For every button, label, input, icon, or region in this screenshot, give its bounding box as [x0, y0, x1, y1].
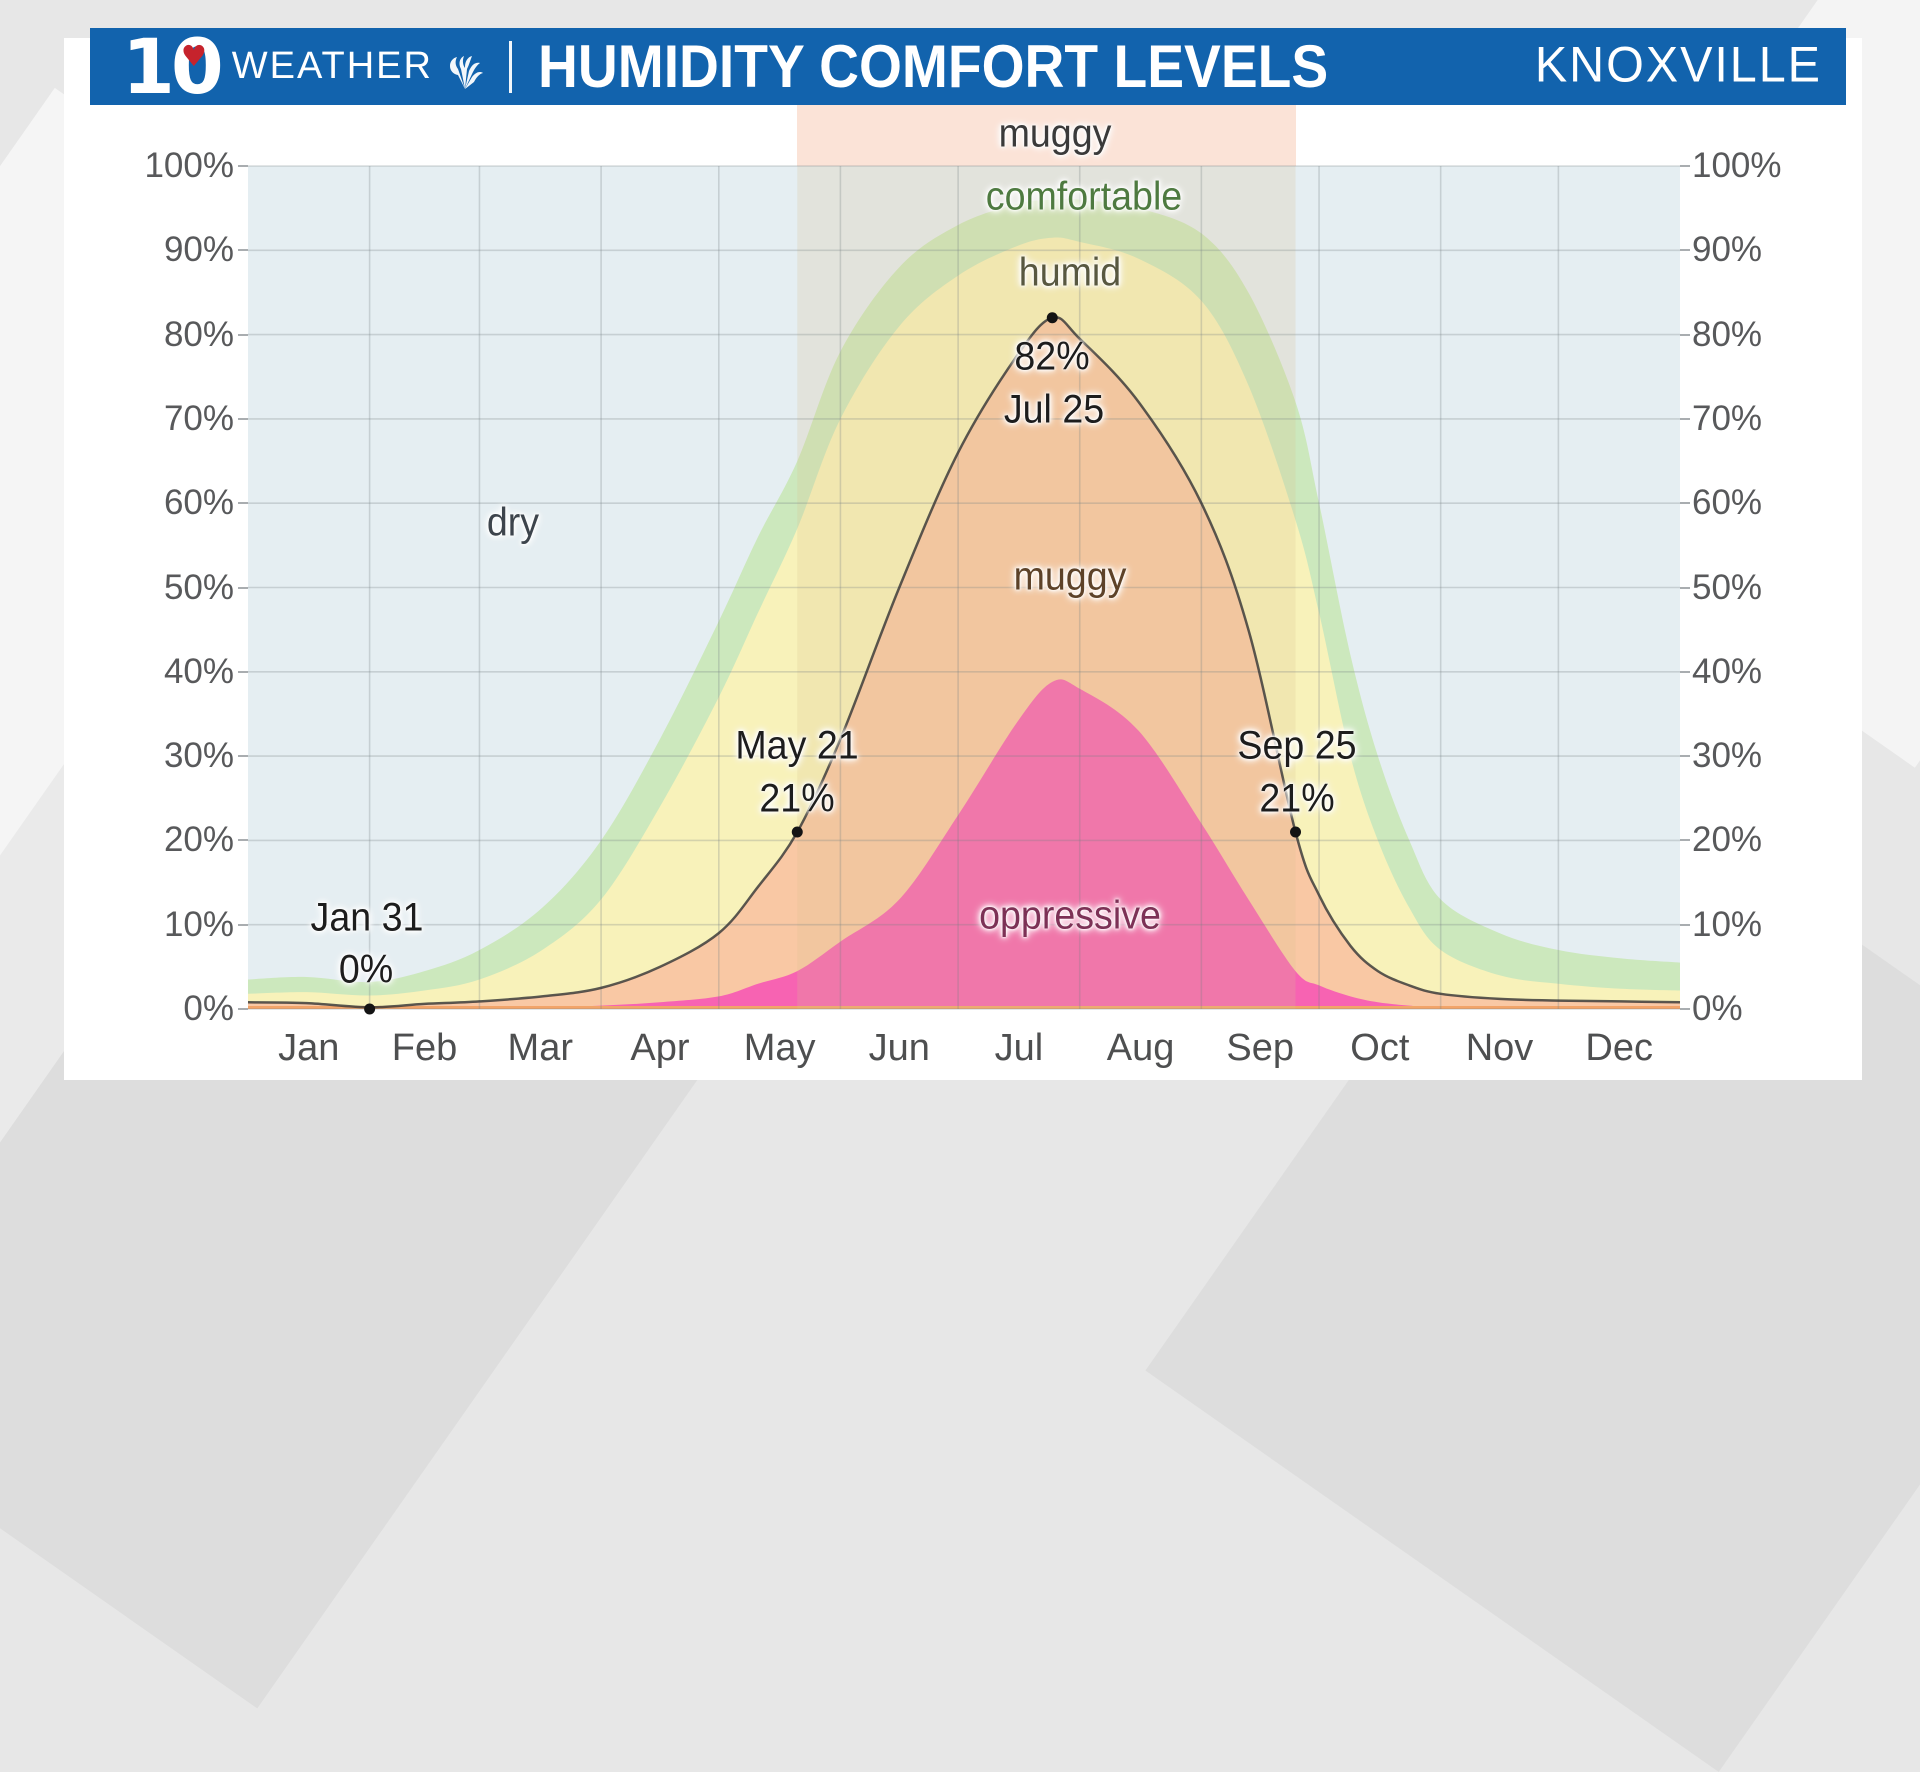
annotation-pt-jan-value: 0%: [338, 947, 393, 992]
x-axis-month-label: Jun: [868, 1027, 930, 1069]
header-bar: 1 0 ♥ WEATHER HUMIDITY COMFORT LEVELS KNOX…: [90, 28, 1846, 105]
nbc-peacock-icon: [449, 55, 483, 89]
x-axis-month-label: Feb: [391, 1027, 458, 1069]
y-axis-tick: [238, 923, 248, 926]
y-axis-label-right: 90%: [1692, 230, 1763, 270]
y-axis-tick: [1680, 923, 1690, 926]
annotation-band-humid: humid: [1018, 250, 1122, 295]
y-axis-label-right: 40%: [1692, 651, 1763, 691]
x-axis-month-label: Sep: [1226, 1027, 1295, 1069]
y-axis-tick: [238, 165, 248, 167]
y-axis-tick: [1680, 755, 1690, 758]
y-axis-label-left: 10%: [163, 904, 234, 944]
data-point-dot: [791, 826, 803, 838]
x-axis-month-label: Jul: [994, 1027, 1044, 1069]
y-axis-label-left: 40%: [163, 651, 234, 691]
data-point-dot: [364, 1003, 376, 1015]
y-axis-label-left: 0%: [183, 989, 234, 1028]
x-axis-month-label: Jan: [278, 1027, 340, 1069]
annotation-band-oppressive: oppressive: [979, 893, 1161, 938]
y-axis-tick: [238, 1008, 248, 1010]
y-axis-tick: [1680, 249, 1690, 252]
y-axis-label-right: 30%: [1692, 736, 1763, 776]
annotation-pt-jan-date: Jan 31: [310, 895, 424, 940]
annotation-pt-may-date: May 21: [735, 723, 859, 768]
x-axis-month-label: Nov: [1465, 1027, 1534, 1069]
annotation-season-muggy: muggy: [998, 111, 1112, 156]
y-axis-label-left: 70%: [163, 398, 234, 438]
annotation-pt-sep-date: Sep 25: [1237, 723, 1358, 768]
y-axis-label-left: 100%: [144, 146, 234, 185]
annotation-peak-value: 82%: [1014, 334, 1090, 379]
y-axis-label-left: 20%: [163, 820, 234, 860]
y-axis-label-left: 30%: [163, 736, 234, 776]
y-axis-tick: [238, 417, 248, 420]
y-axis-tick: [1680, 502, 1690, 505]
y-axis-label-right: 20%: [1692, 820, 1763, 860]
x-axis-month-label: Dec: [1585, 1027, 1653, 1069]
y-axis-label-left: 90%: [163, 230, 234, 270]
data-point-dot: [1290, 826, 1302, 838]
y-axis-tick: [238, 670, 248, 673]
station-logo: 1 0 ♥ WEATHER: [122, 21, 485, 111]
y-axis-tick: [238, 333, 248, 336]
y-axis-label-right: 80%: [1692, 314, 1763, 354]
muggy-boundary-line: [247, 315, 1681, 1009]
y-axis-label-left: 60%: [163, 483, 234, 523]
x-axis-month-label: May: [743, 1027, 816, 1069]
y-axis-label-right: 50%: [1692, 567, 1763, 607]
y-axis-tick: [1680, 333, 1690, 336]
x-axis-month-label: Apr: [630, 1027, 690, 1069]
annotation-peak-date: Jul 25: [1004, 387, 1105, 432]
annotation-band-muggy: muggy: [1013, 554, 1127, 599]
annotation-pt-may-value: 21%: [759, 776, 835, 821]
y-axis-tick: [238, 249, 248, 252]
heart-icon: ♥: [180, 38, 207, 73]
y-axis-tick: [238, 586, 248, 589]
y-axis-label-left: 80%: [163, 314, 234, 354]
data-point-dot: [1046, 312, 1058, 324]
area-oppressive: [248, 679, 1680, 1009]
x-axis-month-label: Oct: [1350, 1027, 1410, 1069]
annotation-band-dry: dry: [486, 500, 539, 545]
y-axis-label-left: 50%: [163, 567, 234, 607]
location-label: KNOXVILLE: [1534, 36, 1822, 93]
y-axis-label-right: 0%: [1692, 989, 1743, 1028]
y-axis-tick: [238, 755, 248, 758]
screen: { "header": { "logo_digit_1": "1", "logo…: [0, 0, 1920, 1393]
header-divider: [508, 40, 512, 93]
y-axis-tick: [1680, 670, 1690, 673]
y-axis-label-right: 100%: [1692, 146, 1782, 185]
y-axis-tick: [1680, 839, 1690, 842]
humidity-chart: [247, 165, 1681, 1015]
station-name: WEATHER: [231, 45, 433, 87]
y-axis-label-right: 10%: [1692, 904, 1763, 944]
x-axis-month-label: Aug: [1106, 1027, 1175, 1069]
logo-number: 1 0 ♥: [122, 21, 224, 111]
annotation-pt-sep-value: 21%: [1259, 776, 1336, 821]
muggy-season-strip: [797, 105, 1296, 166]
area-muggy: [248, 317, 1680, 1009]
y-axis-tick: [1680, 165, 1690, 167]
y-axis-label-right: 60%: [1692, 483, 1763, 523]
y-axis-label-right: 70%: [1692, 398, 1763, 438]
muggy-season-overlay: [797, 166, 1296, 1009]
y-axis-tick: [1680, 1008, 1690, 1010]
y-axis-tick: [1680, 586, 1690, 589]
y-axis-tick: [238, 502, 248, 505]
area-miserable: [248, 1006, 1680, 1009]
y-axis-tick: [238, 839, 248, 842]
x-axis-month-label: Mar: [507, 1027, 573, 1069]
annotation-band-comfortable: comfortable: [985, 174, 1182, 219]
y-axis-tick: [1680, 417, 1690, 420]
page-title: HUMIDITY COMFORT LEVELS: [537, 33, 1329, 100]
